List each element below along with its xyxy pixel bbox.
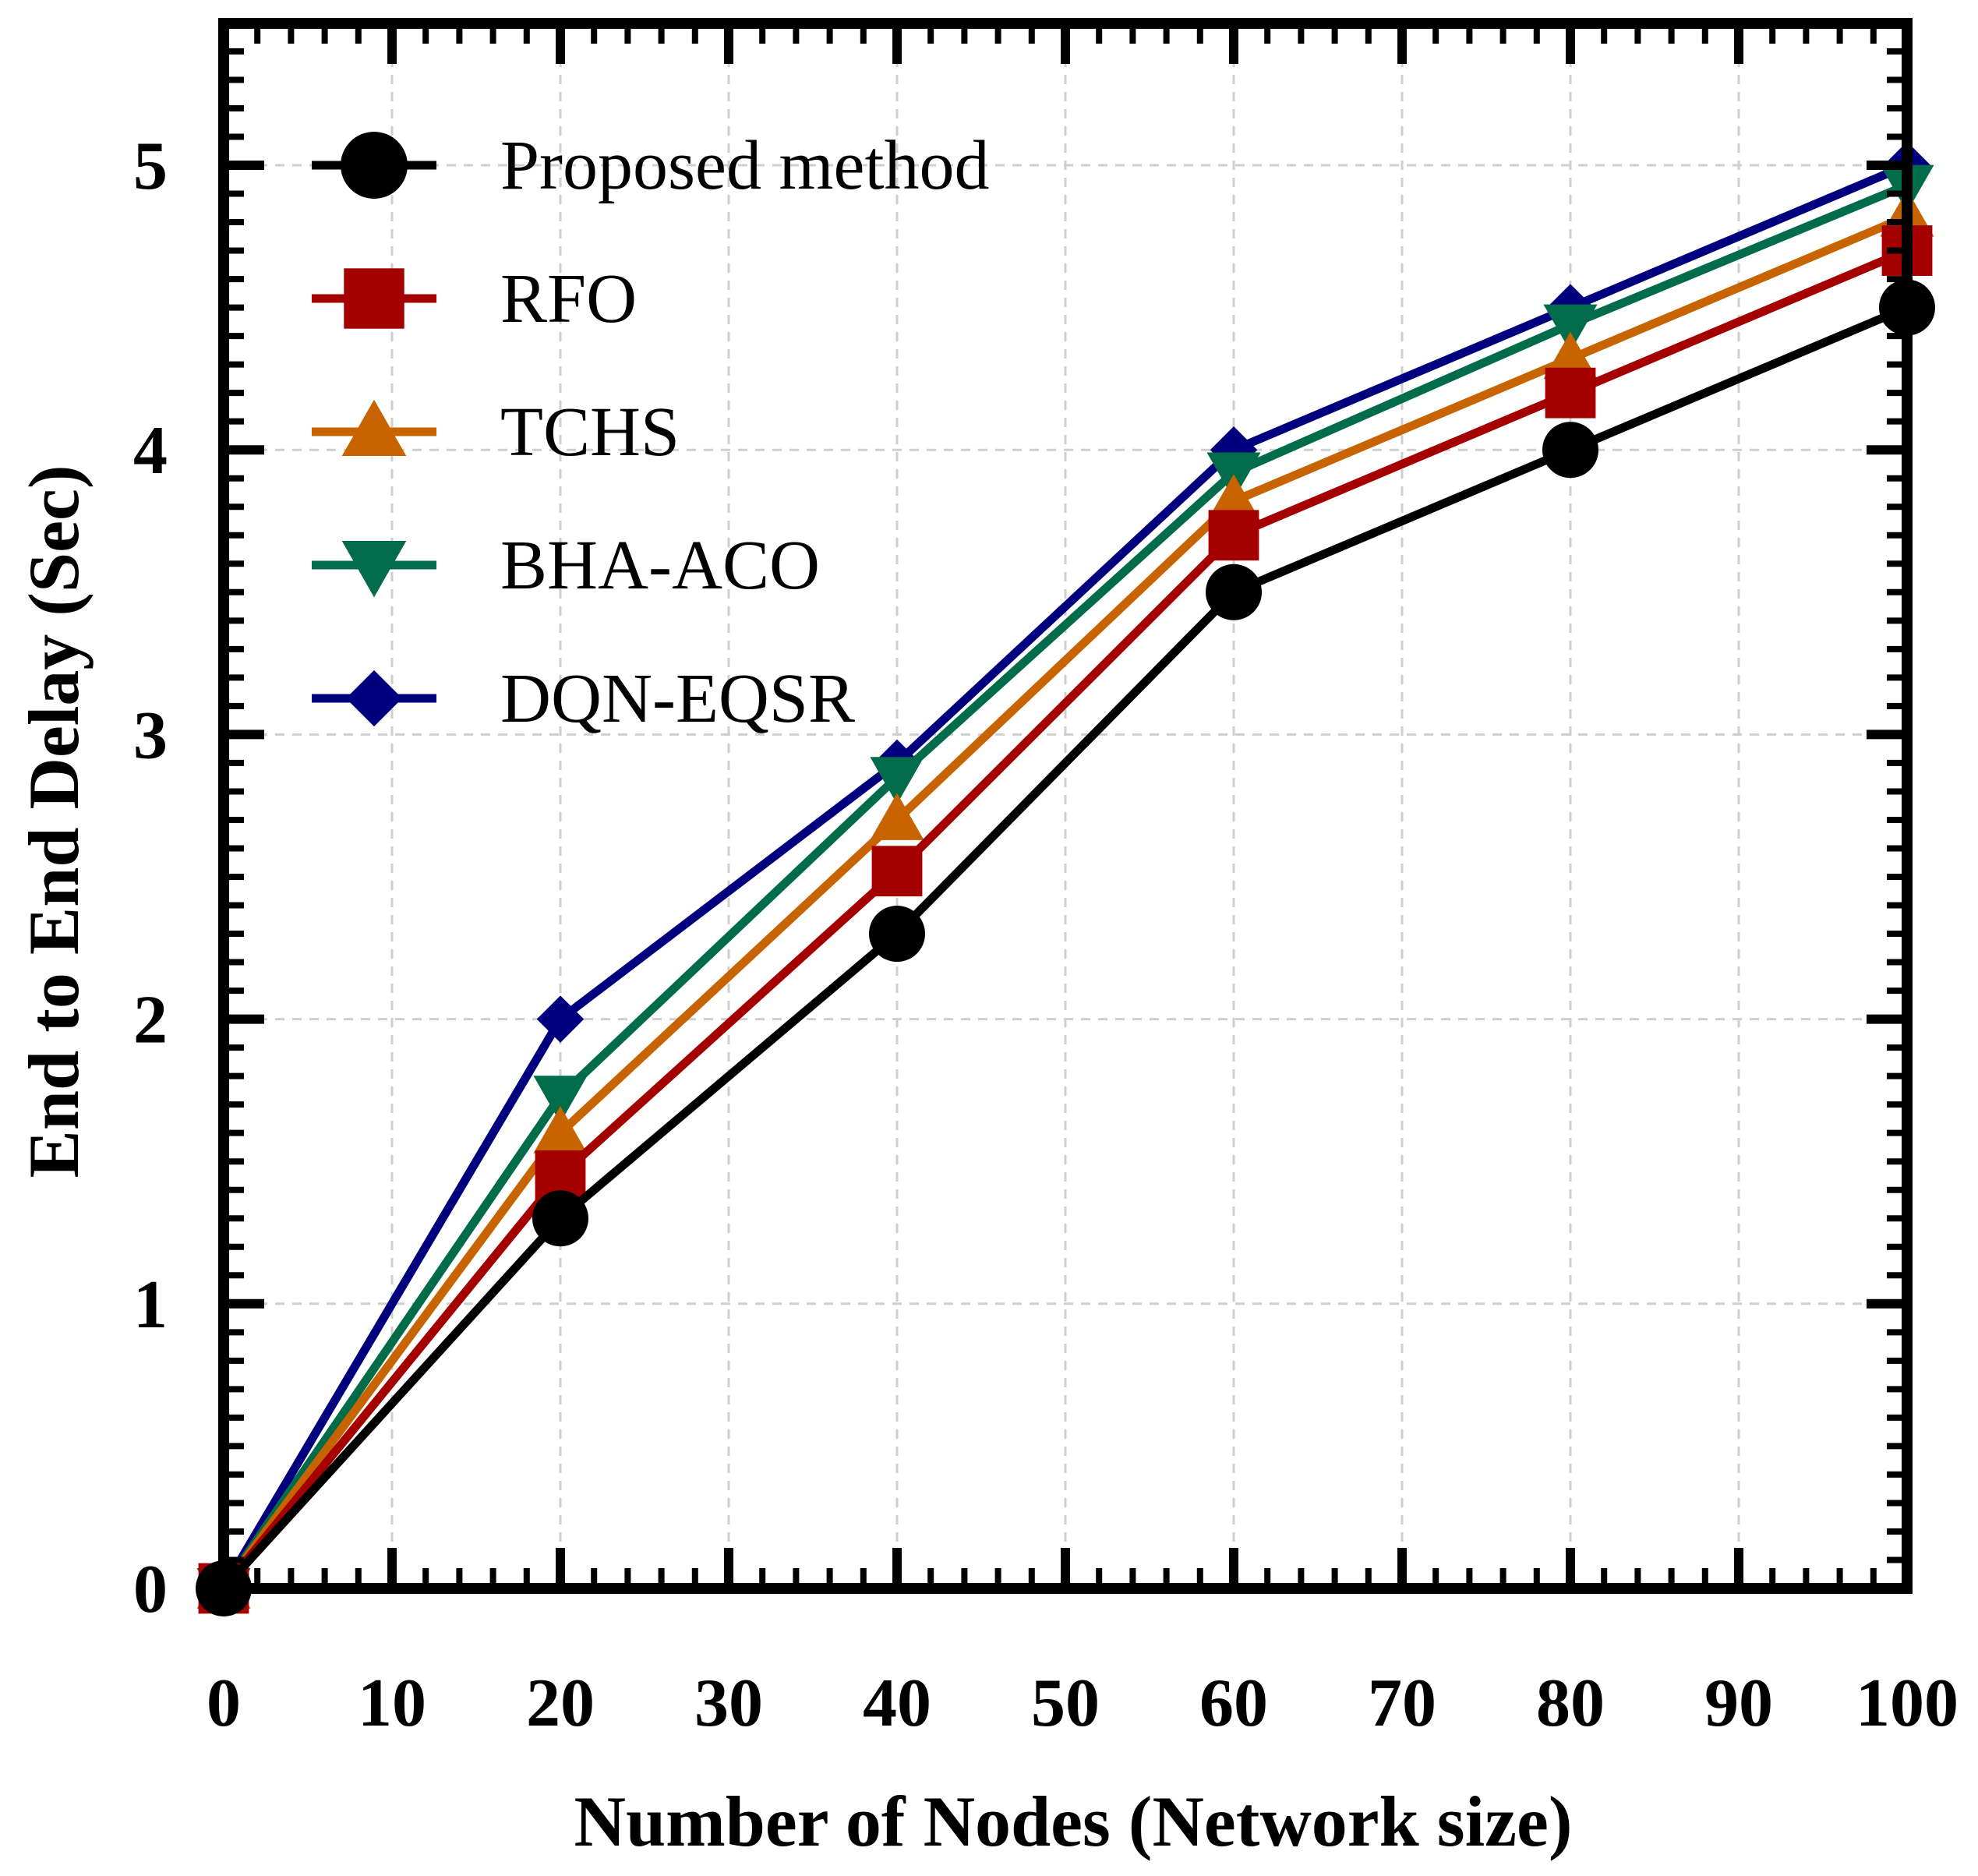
data-point (1542, 422, 1598, 479)
x-tick-label: 100 (1856, 1666, 1959, 1741)
legend-entry: DQN-EQSR (312, 660, 855, 737)
data-point (869, 906, 925, 963)
series-dqn-eqsr (200, 141, 1931, 1613)
series-line (220, 181, 1909, 1592)
legend-entry: Proposed method (312, 127, 989, 204)
data-point (1208, 510, 1259, 561)
x-tick-label: 70 (1368, 1666, 1436, 1741)
data-point (1206, 564, 1262, 620)
legend-entry: RFO (312, 260, 637, 337)
data-point (536, 995, 585, 1043)
y-tick-label: 2 (133, 983, 168, 1058)
data-point (871, 846, 923, 897)
x-tick-label: 40 (863, 1666, 931, 1741)
data-point (870, 793, 924, 840)
y-tick-label: 1 (133, 1267, 168, 1343)
data-point (1543, 331, 1598, 380)
x-tick-label: 80 (1536, 1666, 1605, 1741)
x-tick-label: 20 (526, 1666, 595, 1741)
x-tick-label: 30 (694, 1666, 763, 1741)
series-line (220, 303, 1909, 1592)
legend-label: Proposed method (500, 127, 989, 204)
legend-label: BHA-ACO (500, 527, 820, 604)
series-rfo (198, 225, 1933, 1614)
legend-marker (344, 268, 404, 329)
data-point (533, 1076, 588, 1123)
x-tick-label: 50 (1031, 1666, 1100, 1741)
legend-marker (345, 669, 403, 727)
plot-frame (218, 18, 1913, 1594)
y-tick-label: 5 (133, 129, 168, 204)
tick-layer (219, 23, 1912, 1593)
grid-layer (224, 23, 1907, 1588)
legend-label: TCHS (500, 394, 680, 471)
legend-marker (341, 541, 407, 598)
legend-entry: BHA-ACO (312, 527, 820, 604)
data-point (870, 757, 924, 804)
x-tick-label: 10 (358, 1666, 426, 1741)
series-line (220, 212, 1909, 1592)
x-tick-label: 60 (1199, 1666, 1268, 1741)
data-point (1545, 367, 1596, 419)
legend-label: DQN-EQSR (500, 660, 855, 737)
legend: Proposed method RFO TCHS BHA-ACO DQN-EQSR (312, 127, 989, 737)
data-point (533, 1106, 588, 1154)
x-tick-label: 0 (207, 1666, 241, 1741)
y-tick-label: 4 (133, 413, 168, 489)
x-tick-label: 90 (1704, 1666, 1773, 1741)
legend-label: RFO (500, 260, 637, 337)
legend-marker (341, 132, 408, 199)
y-tick-label: 3 (133, 698, 168, 773)
y-axis-title: End to End Delay (Sec) (14, 465, 94, 1178)
data-point (1206, 474, 1261, 521)
legend-entry: TCHS (312, 394, 680, 471)
series-line (220, 246, 1909, 1592)
data-point (532, 1190, 588, 1247)
data-point (1543, 304, 1598, 352)
x-axis-title: Number of Nodes (Network size) (574, 1782, 1573, 1861)
y-tick-label: 0 (133, 1552, 168, 1627)
label-layer: 0 10 20 30 40 50 60 70 80 90 100 0 1 2 3 4 5 (133, 129, 1959, 1741)
legend-marker (341, 399, 407, 456)
series-line (220, 161, 1909, 1591)
